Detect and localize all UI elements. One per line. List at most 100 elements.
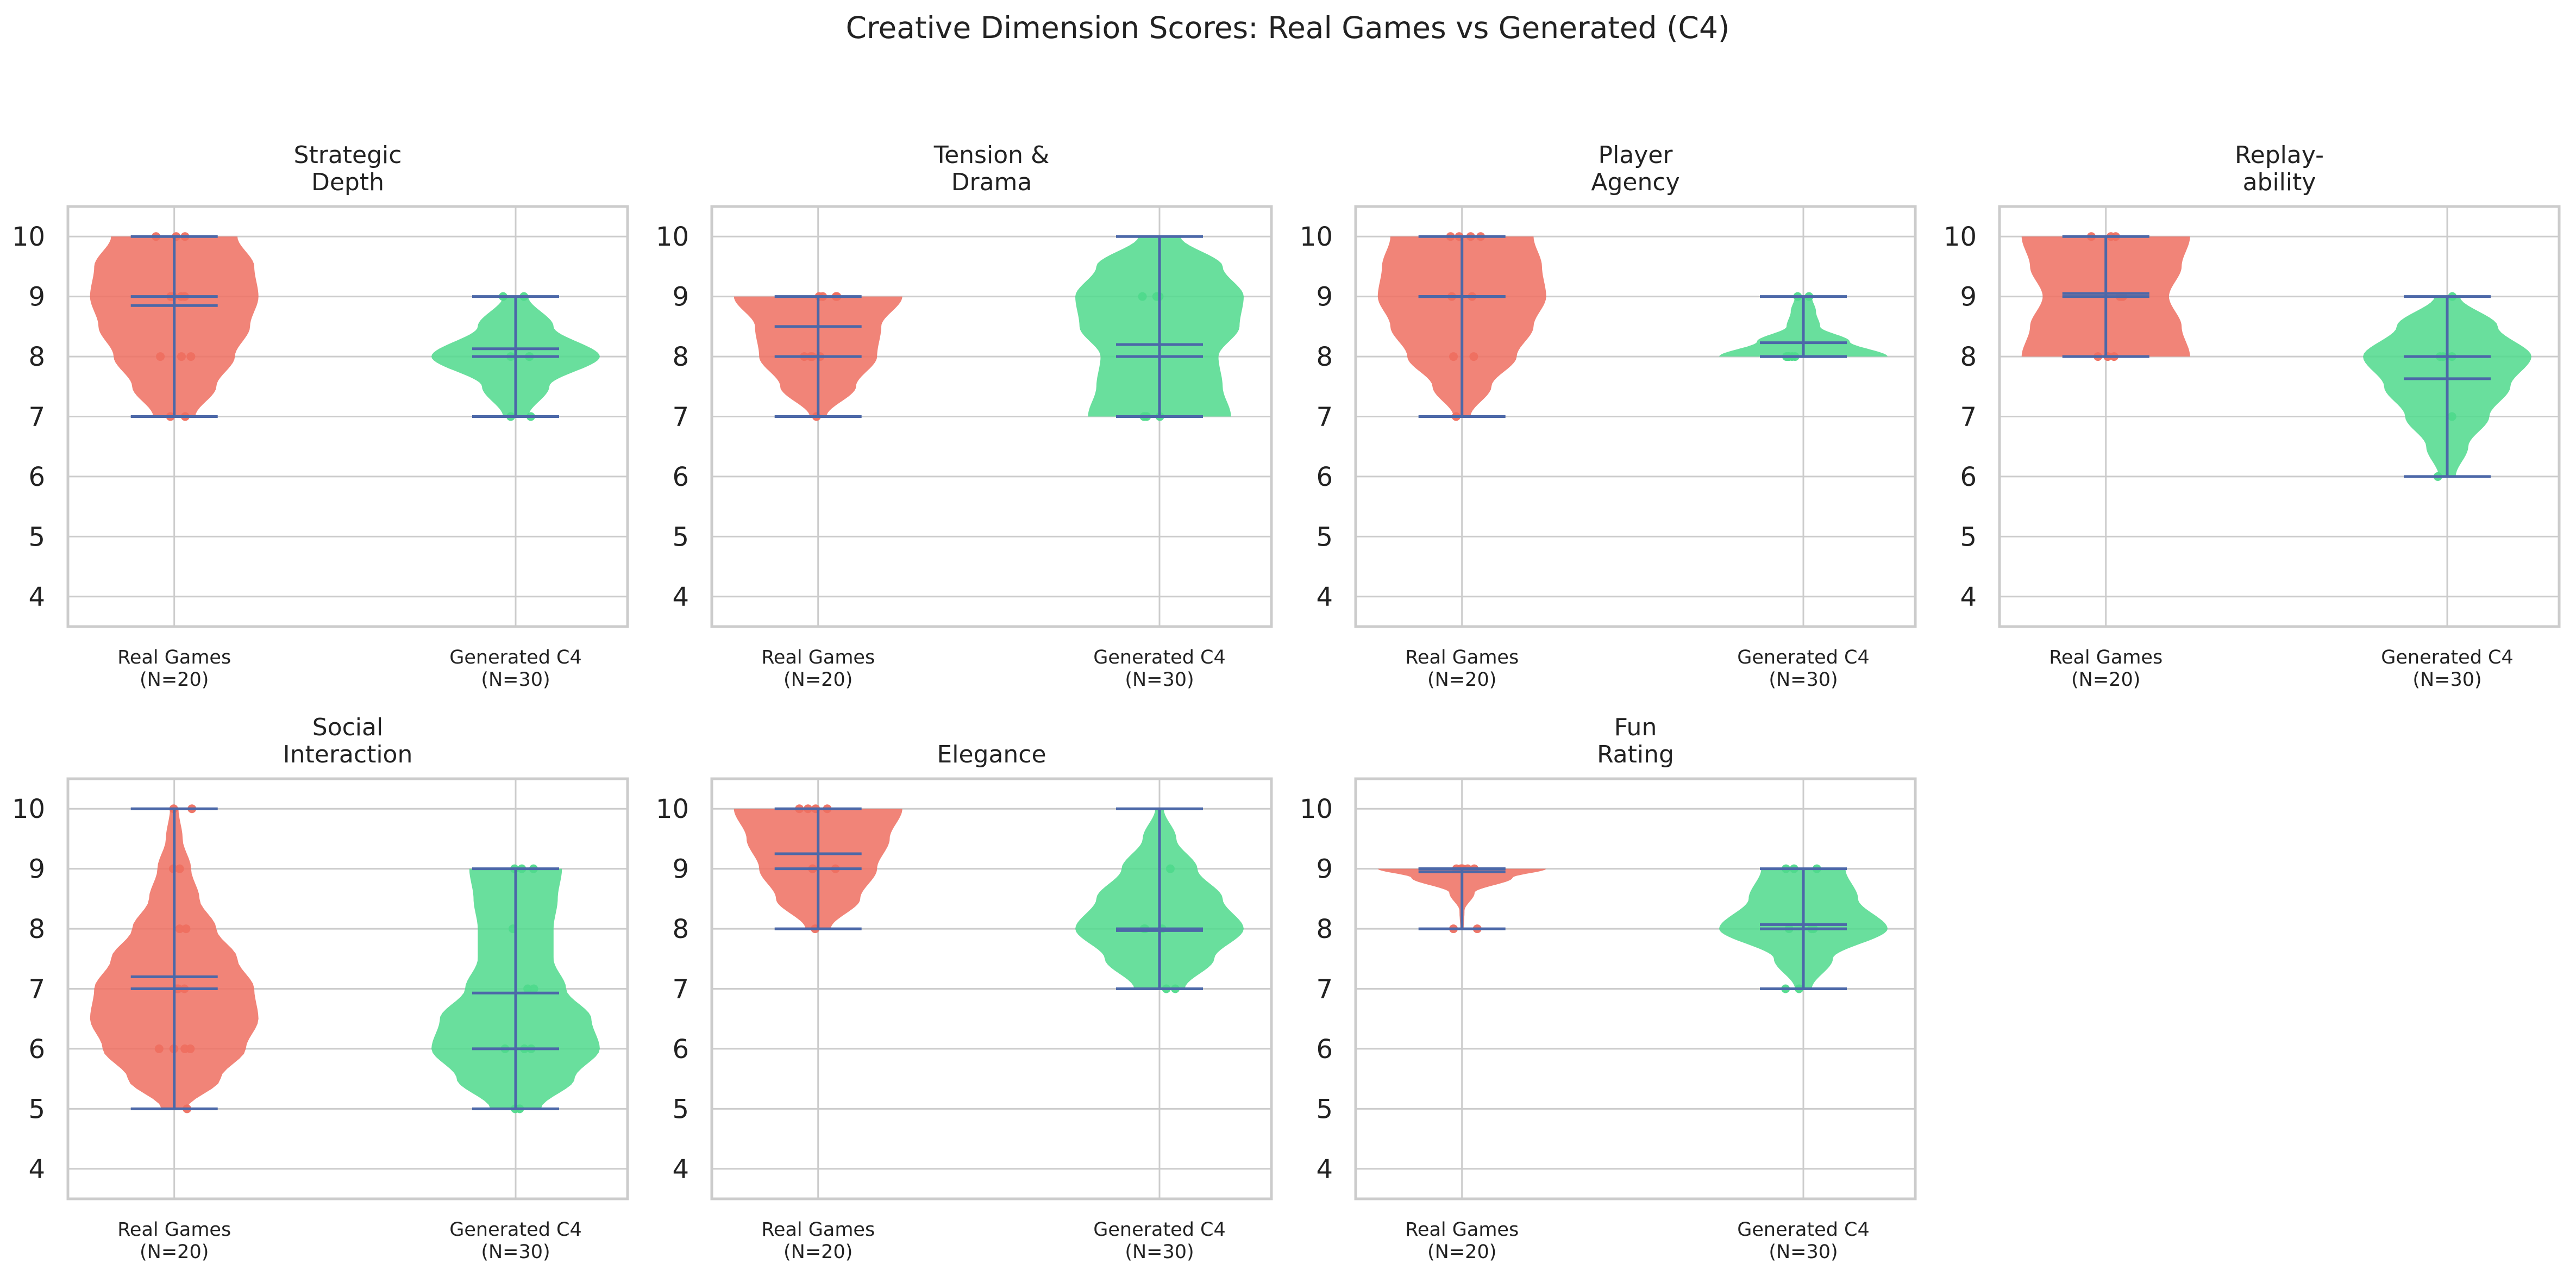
point-generated bbox=[2447, 412, 2456, 421]
y-tick-label: 5 bbox=[28, 1094, 45, 1124]
y-tick-label: 10 bbox=[656, 222, 689, 252]
x-tick-label: Real Games (N=20) bbox=[761, 1219, 875, 1263]
x-tick-label: Generated C4 (N=30) bbox=[1737, 1219, 1870, 1263]
y-tick-label: 7 bbox=[672, 402, 689, 433]
y-tick-label: 9 bbox=[28, 282, 45, 312]
y-tick-label: 8 bbox=[672, 914, 689, 945]
panel-title: Tension & Drama bbox=[933, 141, 1050, 196]
y-tick-label: 8 bbox=[28, 342, 45, 372]
x-tick-label: Real Games (N=20) bbox=[1405, 1219, 1519, 1263]
x-tick-label: Generated C4 (N=30) bbox=[1093, 1219, 1226, 1263]
y-tick-label: 5 bbox=[672, 1094, 689, 1124]
chart-panel: 4 5 6 7 8 9 10 Real Games (N=20) Generated C4 (N=3… bbox=[656, 741, 1273, 1263]
y-tick-label: 4 bbox=[28, 582, 45, 612]
x-tick-label: Generated C4 (N=30) bbox=[449, 647, 582, 691]
y-tick-label: 8 bbox=[1960, 342, 1977, 372]
chart-panel: 4 5 6 7 8 9 10 Real Games (N=20) Generated C4 (N=3… bbox=[12, 141, 629, 691]
y-tick-label: 5 bbox=[1316, 522, 1333, 552]
y-tick-label: 6 bbox=[28, 462, 45, 492]
x-tick-label: Generated C4 (N=30) bbox=[449, 1219, 582, 1263]
x-tick-label: Generated C4 (N=30) bbox=[1093, 647, 1226, 691]
chart-panel: 4 5 6 7 8 9 10 Real Games (N=20) Generated C4 (N=3… bbox=[1944, 141, 2561, 691]
y-tick-label: 10 bbox=[12, 794, 45, 824]
axes-frame bbox=[710, 205, 1273, 628]
point-generated bbox=[529, 984, 538, 993]
panel-title: Social Interaction bbox=[283, 714, 413, 768]
point-generated bbox=[1138, 292, 1147, 301]
x-tick-label: Real Games (N=20) bbox=[2049, 647, 2163, 691]
point-generated bbox=[523, 984, 532, 993]
axes-frame bbox=[1354, 777, 1917, 1200]
y-tick-label: 10 bbox=[656, 794, 689, 824]
y-tick-label: 6 bbox=[672, 1034, 689, 1065]
y-tick-label: 8 bbox=[1316, 914, 1333, 945]
y-tick-label: 7 bbox=[28, 974, 45, 1005]
y-tick-label: 7 bbox=[1960, 402, 1977, 433]
y-tick-label: 4 bbox=[672, 1154, 689, 1185]
axes-frame bbox=[1998, 205, 2561, 628]
y-tick-label: 5 bbox=[1316, 1094, 1333, 1124]
y-tick-label: 6 bbox=[1316, 1034, 1333, 1065]
y-tick-label: 6 bbox=[1316, 462, 1333, 492]
point-real bbox=[175, 864, 184, 873]
y-tick-label: 5 bbox=[28, 522, 45, 552]
y-tick-label: 8 bbox=[1316, 342, 1333, 372]
point-real bbox=[181, 924, 191, 934]
chart-panel: 4 5 6 7 8 9 10 Real Games (N=20) Generated C4 (N=3… bbox=[1300, 714, 1917, 1263]
y-tick-label: 8 bbox=[28, 914, 45, 945]
y-tick-label: 10 bbox=[1300, 222, 1333, 252]
y-tick-label: 7 bbox=[28, 402, 45, 433]
x-tick-label: Generated C4 (N=30) bbox=[2381, 647, 2514, 691]
panel-title: Replay-ability bbox=[2235, 141, 2324, 196]
y-tick-label: 9 bbox=[28, 854, 45, 885]
axes-frame bbox=[66, 777, 629, 1200]
y-tick-label: 10 bbox=[1300, 794, 1333, 824]
y-tick-label: 9 bbox=[1316, 282, 1333, 312]
point-real bbox=[1469, 352, 1478, 361]
y-tick-label: 4 bbox=[1316, 582, 1333, 612]
x-tick-label: Real Games (N=20) bbox=[761, 647, 875, 691]
point-real bbox=[156, 352, 165, 361]
point-real bbox=[175, 924, 184, 934]
x-tick-label: Real Games (N=20) bbox=[117, 647, 231, 691]
axes-frame bbox=[1354, 205, 1917, 628]
y-tick-label: 4 bbox=[672, 582, 689, 612]
y-tick-label: 5 bbox=[1960, 522, 1977, 552]
x-tick-label: Generated C4 (N=30) bbox=[1737, 647, 1870, 691]
panel-title: Elegance bbox=[937, 741, 1046, 768]
y-tick-label: 4 bbox=[1316, 1154, 1333, 1185]
point-generated bbox=[1165, 864, 1175, 873]
y-tick-label: 6 bbox=[1960, 462, 1977, 492]
y-tick-label: 7 bbox=[672, 974, 689, 1005]
chart-panel: 4 5 6 7 8 9 10 Real Games (N=20) Generated C4 (N=3… bbox=[656, 141, 1273, 691]
y-tick-label: 5 bbox=[672, 522, 689, 552]
y-tick-label: 4 bbox=[28, 1154, 45, 1185]
figure-title: Creative Dimension Scores: Real Games vs… bbox=[846, 10, 1730, 45]
y-tick-label: 10 bbox=[12, 222, 45, 252]
y-tick-label: 9 bbox=[1316, 854, 1333, 885]
y-tick-label: 8 bbox=[672, 342, 689, 372]
y-tick-label: 7 bbox=[1316, 402, 1333, 433]
chart-panels: 4 5 6 7 8 9 10 Real Games (N=20) Generated C4 (N=3… bbox=[12, 141, 2561, 1263]
chart-panel: 4 5 6 7 8 9 10 Real Games (N=20) Generated C4 (N=3… bbox=[1300, 141, 1917, 691]
point-real bbox=[1449, 352, 1458, 361]
axes-frame bbox=[66, 205, 629, 628]
point-real bbox=[154, 1044, 164, 1053]
point-real bbox=[186, 352, 196, 361]
axes-frame bbox=[710, 777, 1273, 1200]
y-tick-label: 6 bbox=[672, 462, 689, 492]
panel-title: Fun Rating bbox=[1597, 714, 1674, 768]
y-tick-label: 7 bbox=[1316, 974, 1333, 1005]
x-tick-label: Real Games (N=20) bbox=[1405, 647, 1519, 691]
y-tick-label: 9 bbox=[1960, 282, 1977, 312]
panel-title: Strategic Depth bbox=[294, 141, 402, 196]
point-real bbox=[186, 1044, 195, 1053]
chart-panel: 4 5 6 7 8 9 10 Real Games (N=20) Generated C4 (N=3… bbox=[12, 714, 629, 1263]
point-real bbox=[177, 352, 186, 361]
panel-title: Player Agency bbox=[1591, 141, 1679, 196]
y-tick-label: 10 bbox=[1944, 222, 1977, 252]
x-tick-label: Real Games (N=20) bbox=[117, 1219, 231, 1263]
y-tick-label: 6 bbox=[28, 1034, 45, 1065]
y-tick-label: 9 bbox=[672, 854, 689, 885]
